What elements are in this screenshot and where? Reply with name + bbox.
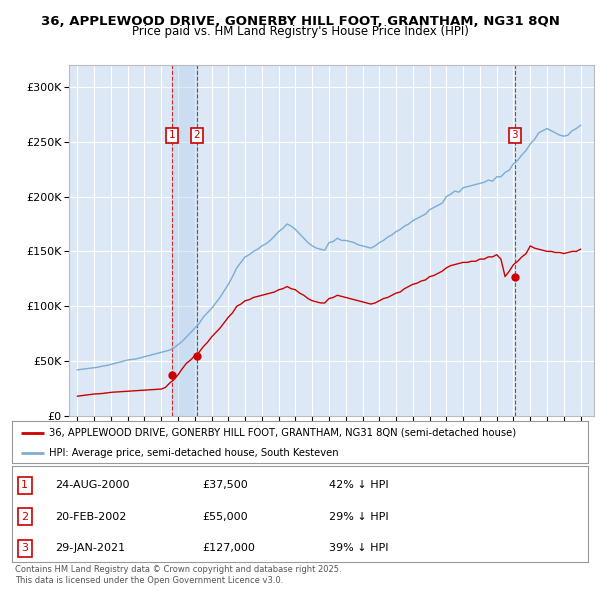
Text: £37,500: £37,500 — [202, 480, 248, 490]
Text: 1: 1 — [21, 480, 28, 490]
Bar — [172, 65, 197, 416]
Text: 20-FEB-2002: 20-FEB-2002 — [55, 512, 127, 522]
Text: 42% ↓ HPI: 42% ↓ HPI — [329, 480, 388, 490]
Text: 36, APPLEWOOD DRIVE, GONERBY HILL FOOT, GRANTHAM, NG31 8QN (semi-detached house): 36, APPLEWOOD DRIVE, GONERBY HILL FOOT, … — [49, 428, 517, 438]
Text: 36, APPLEWOOD DRIVE, GONERBY HILL FOOT, GRANTHAM, NG31 8QN: 36, APPLEWOOD DRIVE, GONERBY HILL FOOT, … — [41, 15, 559, 28]
Text: 2: 2 — [194, 130, 200, 140]
Text: 1: 1 — [169, 130, 175, 140]
Text: 39% ↓ HPI: 39% ↓ HPI — [329, 543, 388, 553]
Text: 3: 3 — [512, 130, 518, 140]
Text: HPI: Average price, semi-detached house, South Kesteven: HPI: Average price, semi-detached house,… — [49, 448, 339, 457]
Text: 3: 3 — [21, 543, 28, 553]
Text: £55,000: £55,000 — [202, 512, 248, 522]
Text: 29-JAN-2021: 29-JAN-2021 — [55, 543, 125, 553]
Text: Contains HM Land Registry data © Crown copyright and database right 2025.
This d: Contains HM Land Registry data © Crown c… — [15, 565, 341, 585]
Text: 24-AUG-2000: 24-AUG-2000 — [55, 480, 130, 490]
Text: 29% ↓ HPI: 29% ↓ HPI — [329, 512, 388, 522]
Text: 2: 2 — [21, 512, 28, 522]
Text: £127,000: £127,000 — [202, 543, 255, 553]
Text: Price paid vs. HM Land Registry's House Price Index (HPI): Price paid vs. HM Land Registry's House … — [131, 25, 469, 38]
